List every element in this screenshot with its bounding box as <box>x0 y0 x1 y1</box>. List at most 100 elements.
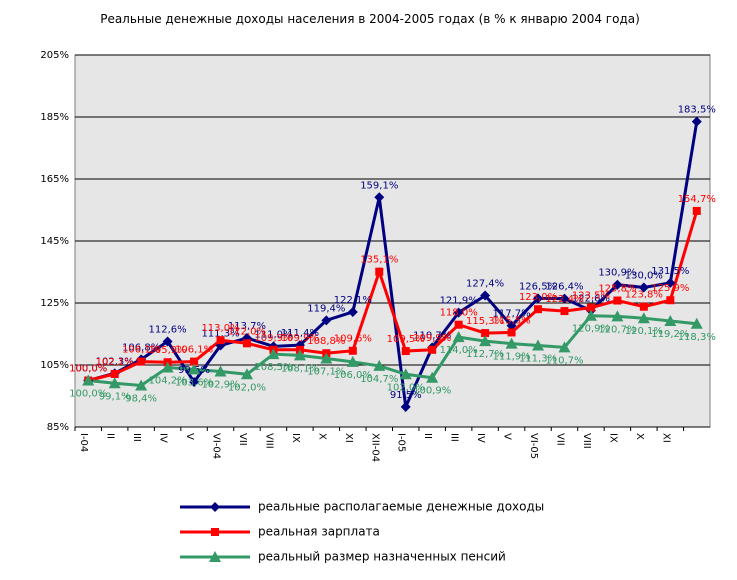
data-point <box>135 379 148 391</box>
data-label: 119,4% <box>307 303 345 314</box>
series-line <box>87 210 699 382</box>
data-point <box>639 302 648 311</box>
x-tick-label: VIII <box>263 433 274 449</box>
data-point <box>692 206 701 215</box>
data-point <box>242 339 251 348</box>
data-point <box>240 368 253 380</box>
x-tick-label: X <box>634 433 645 440</box>
data-point <box>161 361 174 373</box>
data-label: 99,1% <box>99 391 131 402</box>
data-point <box>611 310 624 322</box>
data-label: 123,0% <box>519 292 557 303</box>
x-tick-label: IX <box>607 433 618 443</box>
data-label: 109,9% <box>281 333 319 344</box>
data-point <box>665 277 676 288</box>
legend-label: реальная зарплата <box>258 525 380 539</box>
data-label: 103,6% <box>175 377 213 388</box>
data-label: 131,5% <box>651 266 689 277</box>
x-tick-label: II <box>422 433 433 439</box>
data-label: 130,0% <box>625 271 663 282</box>
data-point <box>533 293 544 304</box>
y-tick-label: 185% <box>40 112 69 123</box>
data-label: 110,7% <box>545 355 583 366</box>
data-point <box>666 296 675 305</box>
x-tick-label: X <box>316 433 327 440</box>
x-tick-label: V <box>184 433 195 440</box>
data-label: 111,0% <box>254 329 292 340</box>
data-label: 126,5% <box>519 281 557 292</box>
data-point <box>108 377 121 389</box>
y-tick-label: 105% <box>40 360 69 371</box>
data-point <box>481 329 490 338</box>
x-tick-label: I-05 <box>396 433 407 452</box>
y-tick-label: 205% <box>40 50 69 61</box>
data-label: 107,1% <box>307 366 345 377</box>
data-label: 106,1% <box>122 345 160 356</box>
x-tick-label: VII <box>237 433 248 446</box>
data-point <box>480 290 491 301</box>
data-label: 123,5% <box>572 291 610 302</box>
x-tick-label: VIII <box>581 433 592 449</box>
data-label: 109,5% <box>387 334 425 345</box>
data-point <box>559 293 570 304</box>
data-point <box>507 328 516 337</box>
legend-marker <box>211 528 219 536</box>
data-label: 112,7% <box>466 349 504 360</box>
data-point <box>214 365 227 377</box>
data-label: 104,7% <box>360 374 398 385</box>
data-label: 108,5% <box>254 362 292 373</box>
x-tick-label: I-04 <box>78 433 89 452</box>
data-label: 127,4% <box>466 279 504 290</box>
data-label: 120,9% <box>572 324 610 335</box>
data-label: 121,9% <box>440 296 478 307</box>
data-point <box>110 369 119 378</box>
data-point <box>691 116 702 127</box>
data-point <box>346 355 359 367</box>
data-point <box>453 307 464 318</box>
data-point <box>267 348 280 360</box>
data-point <box>426 371 439 383</box>
x-tick-label: II <box>105 433 116 439</box>
data-point <box>506 320 517 331</box>
data-label: 123,8% <box>625 290 663 301</box>
x-tick-label: III <box>131 433 142 442</box>
data-label: 112,6% <box>149 324 187 335</box>
data-label: 109,9% <box>413 333 451 344</box>
data-point <box>638 282 649 293</box>
data-label: 100,0% <box>69 364 107 375</box>
data-point <box>690 317 703 329</box>
data-label: 122,6% <box>572 293 610 304</box>
data-label: 102,1% <box>96 357 134 368</box>
data-label: 111,3% <box>201 328 239 339</box>
data-label: 115,5% <box>492 315 530 326</box>
chart-title: Реальные денежные доходы населения в 200… <box>100 12 640 26</box>
data-label: 126,4% <box>545 282 583 293</box>
data-label: 106,0% <box>334 370 372 381</box>
data-label: 110,7% <box>413 330 451 341</box>
data-label: 109,6% <box>334 334 372 345</box>
data-label: 117,7% <box>492 309 530 320</box>
data-label: 118,3% <box>678 332 716 343</box>
x-tick-label: XI <box>343 433 354 443</box>
data-point <box>613 296 622 305</box>
data-point <box>82 374 95 386</box>
x-tick-label: IV <box>475 433 486 443</box>
data-point <box>321 315 332 326</box>
data-label: 111,4% <box>281 328 319 339</box>
data-label: 113,0% <box>201 323 239 334</box>
data-label: 106,8% <box>122 342 160 353</box>
data-point <box>188 363 201 375</box>
data-point <box>347 306 358 317</box>
data-label: 122,1% <box>334 295 372 306</box>
data-point <box>452 331 465 343</box>
data-label: 114,0% <box>440 345 478 356</box>
x-tick-label: VI-04 <box>211 433 222 459</box>
data-label: 183,5% <box>678 105 716 116</box>
legend-label: реальный размер назначенных пенсий <box>258 550 506 564</box>
data-label: 115,3% <box>466 316 504 327</box>
data-label: 119,2% <box>651 329 689 340</box>
data-label: 111,3% <box>519 353 557 364</box>
data-point <box>293 349 306 361</box>
y-tick-label: 125% <box>40 298 69 309</box>
